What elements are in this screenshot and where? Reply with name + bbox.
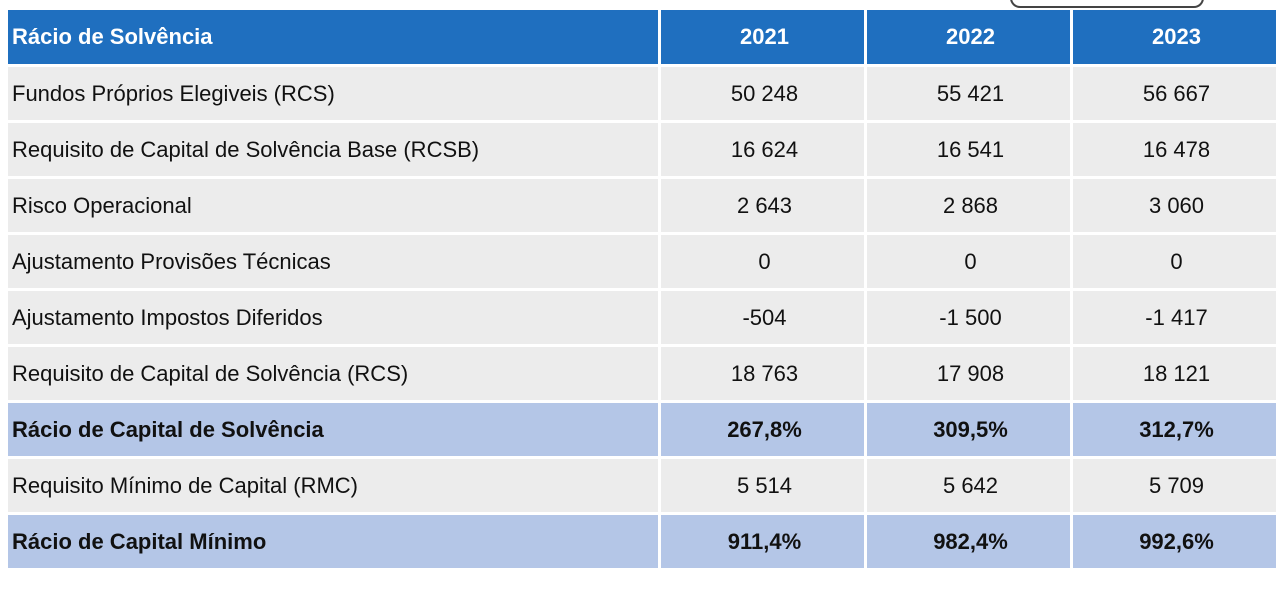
row-value: 0 — [867, 235, 1070, 288]
row-label: Ajustamento Impostos Diferidos — [8, 291, 658, 344]
table-row: Fundos Próprios Elegiveis (RCS) 50 248 5… — [8, 67, 1276, 120]
row-value: 18 121 — [1073, 347, 1276, 400]
solvency-ratio-table: Rácio de Solvência 2021 2022 2023 Fundos… — [5, 7, 1278, 571]
table-row: Requisito de Capital de Solvência (RCS) … — [8, 347, 1276, 400]
row-value: 0 — [661, 235, 864, 288]
table-row: Ajustamento Provisões Técnicas 0 0 0 — [8, 235, 1276, 288]
table-row: Ajustamento Impostos Diferidos -504 -1 5… — [8, 291, 1276, 344]
table-title: Rácio de Solvência — [8, 10, 658, 64]
row-value: 267,8% — [661, 403, 864, 456]
row-value: 5 642 — [867, 459, 1070, 512]
row-label: Risco Operacional — [8, 179, 658, 232]
table-row: Risco Operacional 2 643 2 868 3 060 — [8, 179, 1276, 232]
row-label: Fundos Próprios Elegiveis (RCS) — [8, 67, 658, 120]
row-label: Requisito de Capital de Solvência Base (… — [8, 123, 658, 176]
row-value: 56 667 — [1073, 67, 1276, 120]
row-value: 16 541 — [867, 123, 1070, 176]
table-body: Fundos Próprios Elegiveis (RCS) 50 248 5… — [8, 67, 1276, 568]
row-label: Rácio de Capital de Solvência — [8, 403, 658, 456]
table-row-highlight: Rácio de Capital de Solvência 267,8% 309… — [8, 403, 1276, 456]
column-header-year: 2023 — [1073, 10, 1276, 64]
row-value: 18 763 — [661, 347, 864, 400]
row-value: 911,4% — [661, 515, 864, 568]
table-row: Requisito Mínimo de Capital (RMC) 5 514 … — [8, 459, 1276, 512]
row-value: 312,7% — [1073, 403, 1276, 456]
row-value: -504 — [661, 291, 864, 344]
row-value: -1 417 — [1073, 291, 1276, 344]
table-row-highlight: Rácio de Capital Mínimo 911,4% 982,4% 99… — [8, 515, 1276, 568]
table-row: Requisito de Capital de Solvência Base (… — [8, 123, 1276, 176]
row-value: -1 500 — [867, 291, 1070, 344]
row-value: 3 060 — [1073, 179, 1276, 232]
row-value: 50 248 — [661, 67, 864, 120]
row-label: Rácio de Capital Mínimo — [8, 515, 658, 568]
row-label: Ajustamento Provisões Técnicas — [8, 235, 658, 288]
row-value: 5 514 — [661, 459, 864, 512]
column-header-year: 2021 — [661, 10, 864, 64]
row-value: 55 421 — [867, 67, 1070, 120]
row-value: 16 624 — [661, 123, 864, 176]
column-header-year: 2022 — [867, 10, 1070, 64]
row-value: 16 478 — [1073, 123, 1276, 176]
row-label: Requisito de Capital de Solvência (RCS) — [8, 347, 658, 400]
row-value: 982,4% — [867, 515, 1070, 568]
row-value: 992,6% — [1073, 515, 1276, 568]
row-value: 17 908 — [867, 347, 1070, 400]
row-value: 2 643 — [661, 179, 864, 232]
row-value: 0 — [1073, 235, 1276, 288]
row-value: 309,5% — [867, 403, 1070, 456]
row-label: Requisito Mínimo de Capital (RMC) — [8, 459, 658, 512]
row-value: 2 868 — [867, 179, 1070, 232]
table-header-row: Rácio de Solvência 2021 2022 2023 — [8, 10, 1276, 64]
row-value: 5 709 — [1073, 459, 1276, 512]
